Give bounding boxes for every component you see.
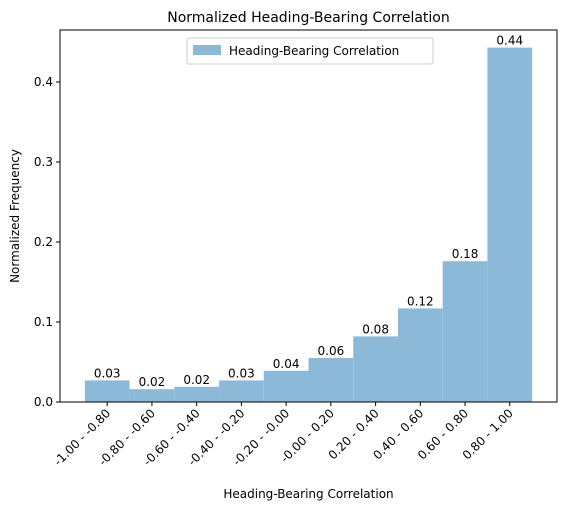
bar-6 <box>308 358 354 402</box>
plot-area: 0.03 0.02 0.02 0.03 0.04 0.06 0.08 0.12 0.18 0.44… <box>34 29 558 468</box>
y-tick-label: 0.4 <box>34 75 53 89</box>
x-axis-label: Heading-Bearing Correlation <box>223 487 393 501</box>
data-label-10: 0.44 <box>496 34 523 48</box>
bar-3 <box>174 386 220 402</box>
bar-9 <box>442 261 488 402</box>
bar-8 <box>397 308 443 402</box>
legend-label: Heading-Bearing Correlation <box>229 44 399 58</box>
data-label-4: 0.03 <box>228 366 255 380</box>
data-label-2: 0.02 <box>139 375 166 389</box>
bar-1 <box>84 380 130 402</box>
y-tick-label: 0.0 <box>34 395 53 409</box>
data-label-5: 0.04 <box>273 357 300 371</box>
plot-frame <box>59 29 558 403</box>
y-axis-label: Normalized Frequency <box>8 149 22 283</box>
data-label-8: 0.12 <box>407 294 434 308</box>
chart-title: Normalized Heading-Bearing Correlation <box>167 10 450 26</box>
bar-5 <box>263 370 309 402</box>
data-label-9: 0.18 <box>452 247 479 261</box>
x-axis-ticks: -1.00 - -0.80-0.80 - -0.60-0.60 - -0.40-… <box>51 402 516 468</box>
legend-swatch <box>193 45 221 55</box>
y-tick-label: 0.2 <box>34 235 53 249</box>
y-tick-label: 0.1 <box>34 315 53 329</box>
data-label-3: 0.02 <box>183 373 210 387</box>
bars-group <box>84 47 533 402</box>
data-label-7: 0.08 <box>362 322 389 336</box>
y-tick-label: 0.3 <box>34 155 53 169</box>
bar-4 <box>219 380 264 402</box>
legend-box <box>186 37 434 65</box>
data-labels-group: 0.03 0.02 0.02 0.03 0.04 0.06 0.08 0.12 0.18 0.44 <box>94 34 523 390</box>
legend: Heading-Bearing Correlation <box>186 37 434 65</box>
bar-7 <box>353 336 398 402</box>
y-axis-ticks: 0.0 0.1 0.2 0.3 0.4 <box>34 75 60 409</box>
data-label-1: 0.03 <box>94 366 121 380</box>
bar-10 <box>487 47 533 402</box>
data-label-6: 0.06 <box>318 344 345 358</box>
bar-2 <box>129 389 175 402</box>
